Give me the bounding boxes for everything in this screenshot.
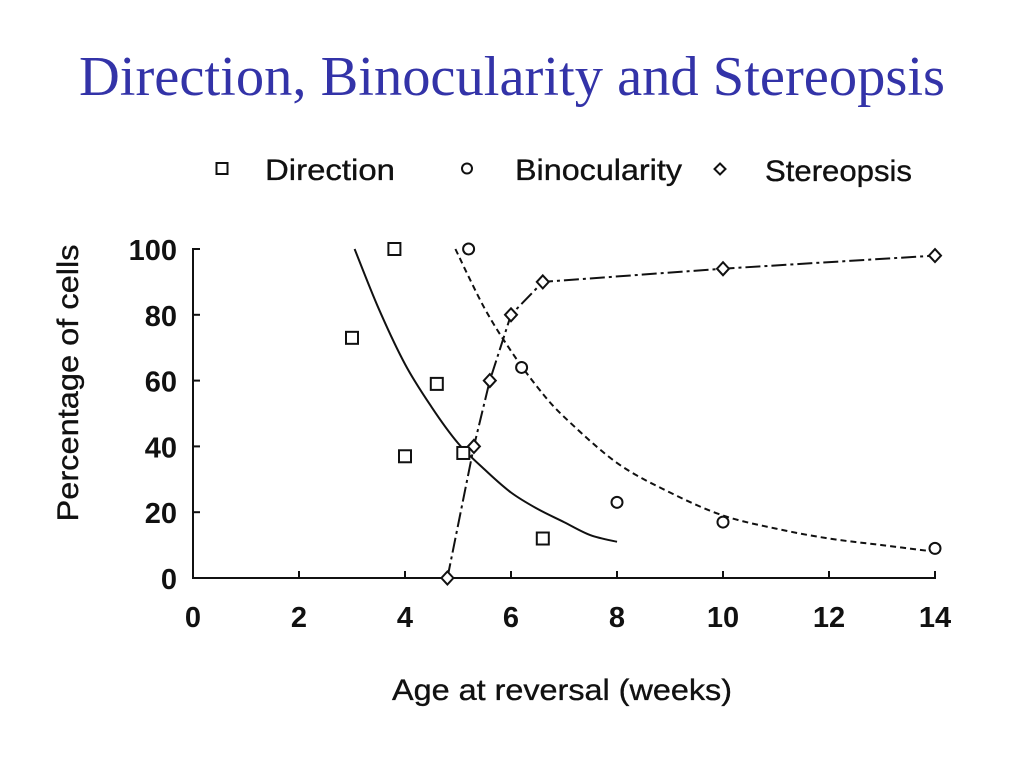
binocularity-point bbox=[716, 515, 730, 529]
x-axis-title: Age at reversal (weeks) bbox=[392, 674, 732, 707]
y-tick-label: 80 bbox=[145, 301, 177, 333]
series-markers bbox=[345, 242, 943, 586]
circle-marker-icon bbox=[461, 162, 473, 175]
y-tick-label: 100 bbox=[129, 235, 177, 267]
stereopsis-point bbox=[535, 273, 551, 290]
x-tick-label: 10 bbox=[707, 602, 739, 634]
legend-item-direction: Direction bbox=[215, 154, 395, 187]
direction-point bbox=[345, 330, 359, 345]
stereopsis-point bbox=[482, 372, 498, 389]
direction-point bbox=[429, 376, 444, 391]
square-marker-icon bbox=[215, 162, 229, 175]
legend-label-binocularity: Binocularity bbox=[515, 154, 682, 187]
stereopsis-point bbox=[715, 260, 731, 277]
y-tick-label: 0 bbox=[161, 564, 177, 596]
direction-point bbox=[535, 531, 550, 546]
legend-item-binocularity: Binocularity bbox=[461, 154, 682, 187]
stereopsis-point bbox=[466, 438, 482, 455]
legend: Direction Binocularity Stereopsis bbox=[215, 154, 912, 188]
slide-title: Direction, Binocularity and Stereopsis bbox=[79, 46, 945, 108]
x-tick-label: 6 bbox=[503, 602, 519, 634]
stereopsis-point bbox=[927, 247, 943, 264]
x-tick-label: 8 bbox=[609, 602, 625, 634]
legend-item-stereopsis: Stereopsis bbox=[713, 155, 912, 188]
y-tick-label: 20 bbox=[145, 498, 177, 530]
diamond-marker-icon bbox=[713, 162, 727, 176]
legend-label-direction: Direction bbox=[265, 154, 395, 187]
binocularity-fit-curve bbox=[454, 248, 936, 553]
legend-label-stereopsis: Stereopsis bbox=[765, 155, 912, 188]
binocularity-point bbox=[515, 360, 529, 374]
direction-fit-curve bbox=[353, 248, 618, 543]
binocularity-point bbox=[928, 541, 942, 555]
direction-point bbox=[387, 242, 402, 256]
direction-point bbox=[456, 445, 471, 460]
stereopsis-point bbox=[503, 306, 519, 323]
stereopsis-point bbox=[440, 570, 455, 586]
y-tick-label: 60 bbox=[145, 367, 177, 399]
binocularity-point bbox=[610, 495, 624, 509]
x-tick-label: 2 bbox=[291, 602, 307, 634]
x-tick-label: 14 bbox=[919, 602, 951, 634]
x-tick-label: 4 bbox=[397, 602, 413, 634]
chart: Direction Binocularity Stereopsis 0 2 4 6 8 1… bbox=[52, 154, 951, 707]
y-axis-title: Percentage of cells bbox=[52, 245, 85, 522]
y-tick-label: 40 bbox=[145, 432, 177, 464]
binocularity-point bbox=[462, 242, 476, 256]
axes bbox=[192, 248, 936, 579]
x-tick-label: 0 bbox=[185, 602, 201, 634]
x-tick-label: 12 bbox=[813, 602, 845, 634]
direction-point bbox=[398, 449, 412, 464]
axis-ticks: 0 2 4 6 8 10 12 14 0 20 40 60 80 100 bbox=[129, 235, 952, 634]
